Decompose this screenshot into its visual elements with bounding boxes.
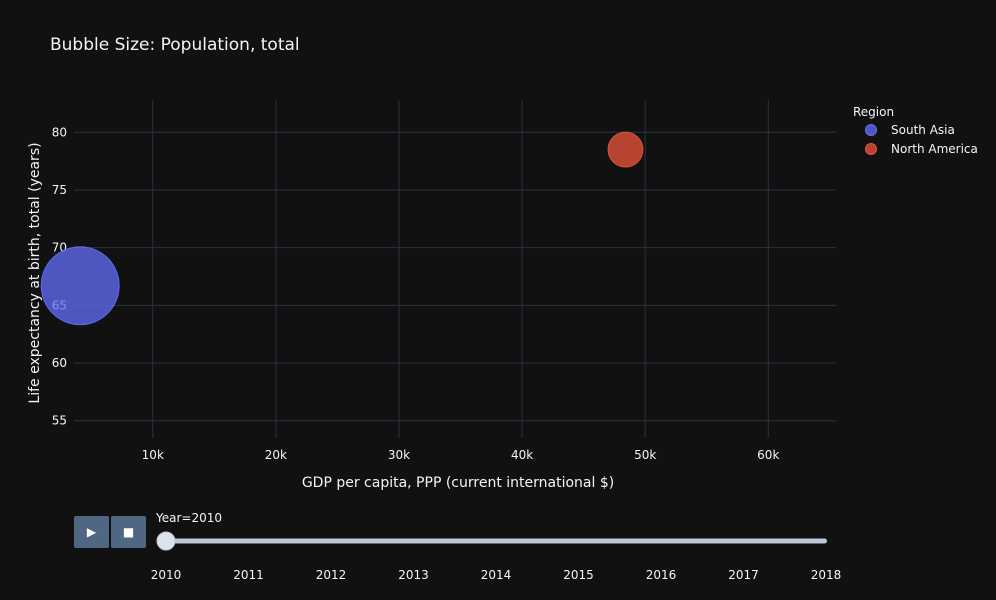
slider-step-label[interactable]: 2016 bbox=[646, 568, 677, 582]
stop-icon: ■ bbox=[122, 525, 135, 539]
slider-step-label[interactable]: 2010 bbox=[151, 568, 182, 582]
play-icon: ▶ bbox=[86, 525, 97, 539]
bubbles bbox=[40, 131, 644, 326]
play-button[interactable]: ▶ bbox=[74, 516, 109, 548]
slider-step-label[interactable]: 2014 bbox=[481, 568, 512, 582]
legend: Region South Asia North America bbox=[853, 105, 978, 156]
slider-step-labels: 2010 2011 2012 2013 2014 2015 2016 2017 2018 bbox=[151, 568, 842, 582]
slider-current-label: Year=2010 bbox=[155, 511, 222, 525]
x-tick-label: 60k bbox=[757, 448, 779, 462]
slider-step-label[interactable]: 2011 bbox=[233, 568, 264, 582]
legend-marker[interactable] bbox=[865, 124, 877, 136]
slider-step-label[interactable]: 2017 bbox=[728, 568, 759, 582]
slider-step-label[interactable]: 2015 bbox=[563, 568, 594, 582]
y-tick-label: 80 bbox=[52, 125, 67, 139]
legend-item-label[interactable]: North America bbox=[891, 142, 978, 156]
x-tick-label: 10k bbox=[142, 448, 164, 462]
x-tick-label: 40k bbox=[511, 448, 533, 462]
legend-marker[interactable] bbox=[865, 143, 877, 155]
bubble-north-america[interactable] bbox=[607, 131, 644, 168]
y-tick-label: 75 bbox=[52, 183, 67, 197]
chart-title: Bubble Size: Population, total bbox=[50, 35, 300, 55]
year-slider[interactable]: Year=2010 2010 2011 2012 2013 2014 2015 2016 20… bbox=[151, 511, 842, 582]
x-axis-ticks: 10k 20k 30k 40k 50k 60k bbox=[142, 448, 780, 462]
x-tick-label: 50k bbox=[634, 448, 656, 462]
grid-lines bbox=[74, 100, 836, 438]
slider-step-label[interactable]: 2012 bbox=[316, 568, 347, 582]
y-axis-label: Life expectancy at birth, total (years) bbox=[27, 142, 43, 403]
slider-rail[interactable] bbox=[162, 538, 827, 544]
y-tick-label: 60 bbox=[52, 356, 67, 370]
x-tick-label: 30k bbox=[388, 448, 410, 462]
x-axis-label: GDP per capita, PPP (current internation… bbox=[302, 475, 614, 491]
bubble-south-asia[interactable] bbox=[40, 246, 120, 326]
legend-title: Region bbox=[853, 105, 894, 119]
stop-button[interactable]: ■ bbox=[111, 516, 146, 548]
y-tick-label: 55 bbox=[52, 414, 67, 428]
legend-item-label[interactable]: South Asia bbox=[891, 123, 955, 137]
slider-step-label[interactable]: 2013 bbox=[398, 568, 429, 582]
slider-handle[interactable] bbox=[156, 531, 176, 551]
x-tick-label: 20k bbox=[265, 448, 287, 462]
slider-step-label[interactable]: 2018 bbox=[811, 568, 842, 582]
